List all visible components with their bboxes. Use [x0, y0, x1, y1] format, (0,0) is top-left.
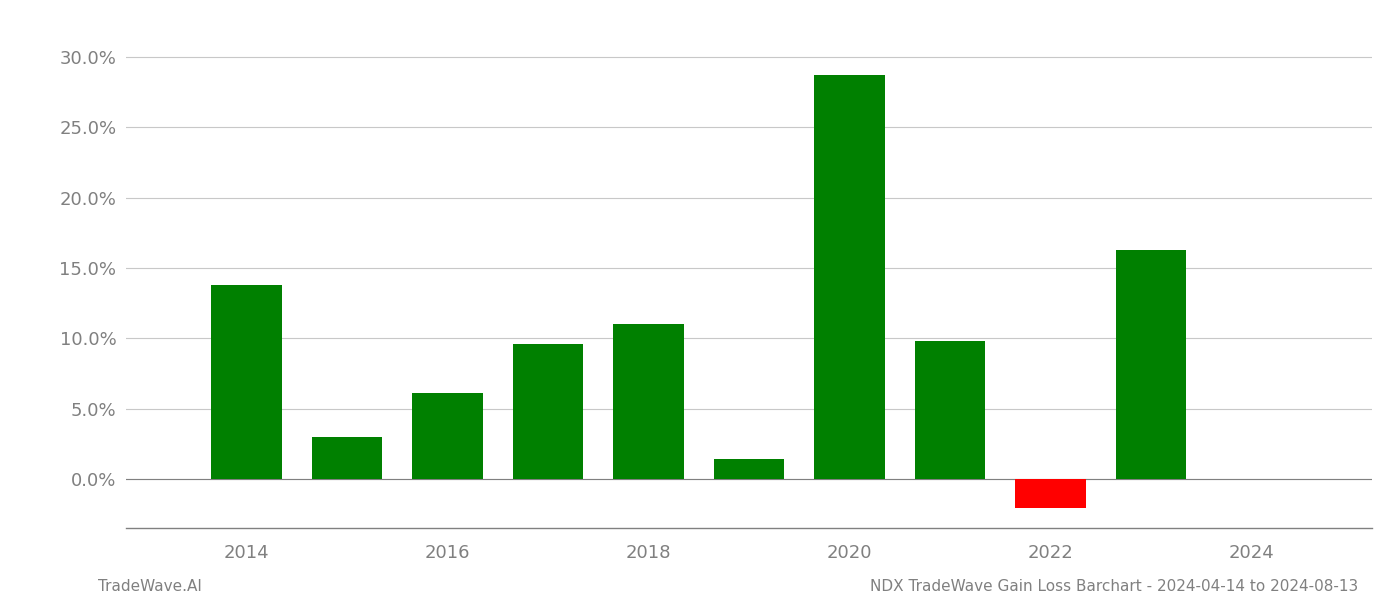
Bar — [413, 393, 483, 479]
Bar — [1015, 479, 1085, 508]
Bar — [512, 344, 584, 479]
Bar — [914, 341, 986, 479]
Text: NDX TradeWave Gain Loss Barchart - 2024-04-14 to 2024-08-13: NDX TradeWave Gain Loss Barchart - 2024-… — [869, 579, 1358, 594]
Bar — [714, 459, 784, 479]
Bar — [312, 437, 382, 479]
Bar — [815, 76, 885, 479]
Text: TradeWave.AI: TradeWave.AI — [98, 579, 202, 594]
Bar — [613, 324, 683, 479]
Bar — [1116, 250, 1186, 479]
Bar — [211, 285, 281, 479]
